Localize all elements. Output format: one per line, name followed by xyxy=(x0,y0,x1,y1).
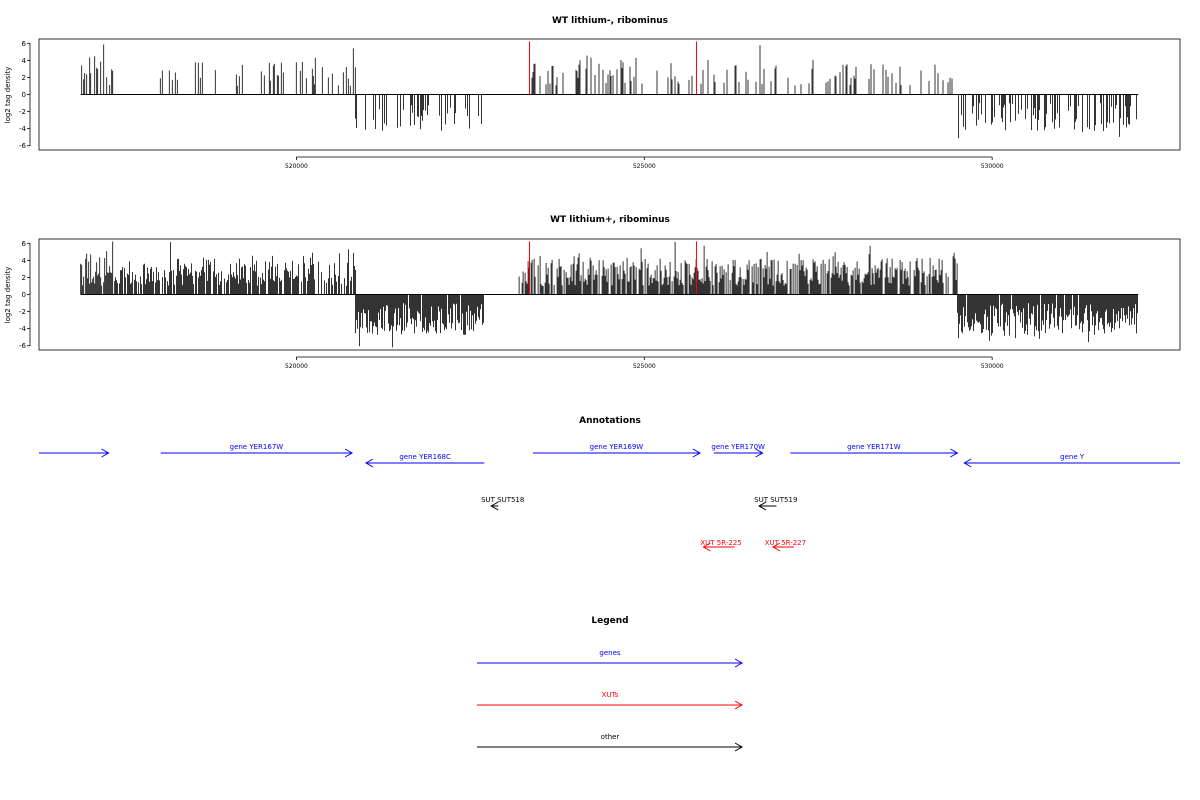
panel-title: WT lithium-, ribominus xyxy=(552,16,668,26)
gene-label: gene Y xyxy=(1060,453,1085,461)
legend-arrow-genes xyxy=(477,658,744,668)
gene-arrow xyxy=(39,448,110,458)
y-axis-label: log2 tag density xyxy=(4,67,12,124)
axes: -6 -4 -2 0 2 4 6 520000 525000 530000 xyxy=(19,240,1004,370)
gene-arrow xyxy=(963,458,1180,468)
gene-label: gene YER169W xyxy=(590,443,644,451)
xut-label: XUT 5R-227 xyxy=(765,539,806,547)
xut-label: XUT 5R-225 xyxy=(700,539,741,547)
y-tick-label: 6 xyxy=(22,240,27,248)
x-tick-label: 525000 xyxy=(633,163,656,170)
plot-frame xyxy=(38,38,1181,151)
annotations-track: Annotations gene YER167W gene YER168C gene… xyxy=(39,416,1180,552)
gene-label: gene YER171W xyxy=(847,443,901,451)
legend: Legend genes XUTs other xyxy=(477,616,744,752)
gene-arrow xyxy=(532,448,701,458)
legend-arrow-other xyxy=(477,742,744,752)
y-tick-label: 4 xyxy=(22,57,27,65)
y-tick-label: -6 xyxy=(19,342,27,350)
y-tick-label: 4 xyxy=(22,257,27,265)
gene-arrow xyxy=(364,458,485,468)
legend-arrow-xuts xyxy=(477,700,744,710)
y-tick-label: -6 xyxy=(19,142,27,150)
sut-arrow xyxy=(490,501,499,511)
annotations-title: Annotations xyxy=(579,416,641,426)
xut-arrow xyxy=(771,542,794,552)
sut-label: SUT SUT518 xyxy=(481,496,524,504)
coverage-panel-lithium-plus: WT lithium+, ribominus log2 tag density … xyxy=(4,215,1181,370)
y-tick-label: 6 xyxy=(22,40,27,48)
xut-arrow xyxy=(702,542,735,552)
x-tick-label: 520000 xyxy=(285,363,308,370)
y-tick-label: -4 xyxy=(19,325,27,333)
x-tick-label: 530000 xyxy=(981,163,1004,170)
gene-label: gene YER167W xyxy=(230,443,284,451)
y-tick-label: 0 xyxy=(22,291,26,299)
y-tick-label: -2 xyxy=(19,108,26,116)
panel-title: WT lithium+, ribominus xyxy=(550,215,670,225)
legend-title: Legend xyxy=(591,616,628,626)
coverage-panel-lithium-minus: WT lithium-, ribominus log2 tag density … xyxy=(4,16,1181,170)
coverage-bars xyxy=(80,241,1139,348)
legend-label: other xyxy=(601,733,620,741)
x-tick-label: 520000 xyxy=(285,163,308,170)
gene-arrow xyxy=(790,448,959,458)
x-tick-label: 530000 xyxy=(981,363,1004,370)
coverage-bars xyxy=(80,41,1139,139)
y-tick-label: -2 xyxy=(19,308,26,316)
y-axis-label: log2 tag density xyxy=(4,267,12,324)
sut-label: SUT SUT519 xyxy=(754,496,797,504)
y-tick-label: 2 xyxy=(22,74,26,82)
x-tick-label: 525000 xyxy=(633,363,656,370)
gene-arrow xyxy=(160,448,354,458)
gene-label: gene YER168C xyxy=(399,453,451,461)
y-tick-label: 0 xyxy=(22,91,26,99)
y-tick-label: -4 xyxy=(19,125,27,133)
legend-label: genes xyxy=(599,649,620,657)
gene-label: gene YER170W xyxy=(711,443,765,451)
axes: -6 -4 -2 0 2 4 6 520000 525000 530000 xyxy=(19,40,1004,170)
plot-frame xyxy=(38,238,1181,351)
sut-arrow xyxy=(758,501,777,511)
legend-label: XUTs xyxy=(602,691,619,699)
y-tick-label: 2 xyxy=(22,274,26,282)
gene-arrow xyxy=(713,448,764,458)
